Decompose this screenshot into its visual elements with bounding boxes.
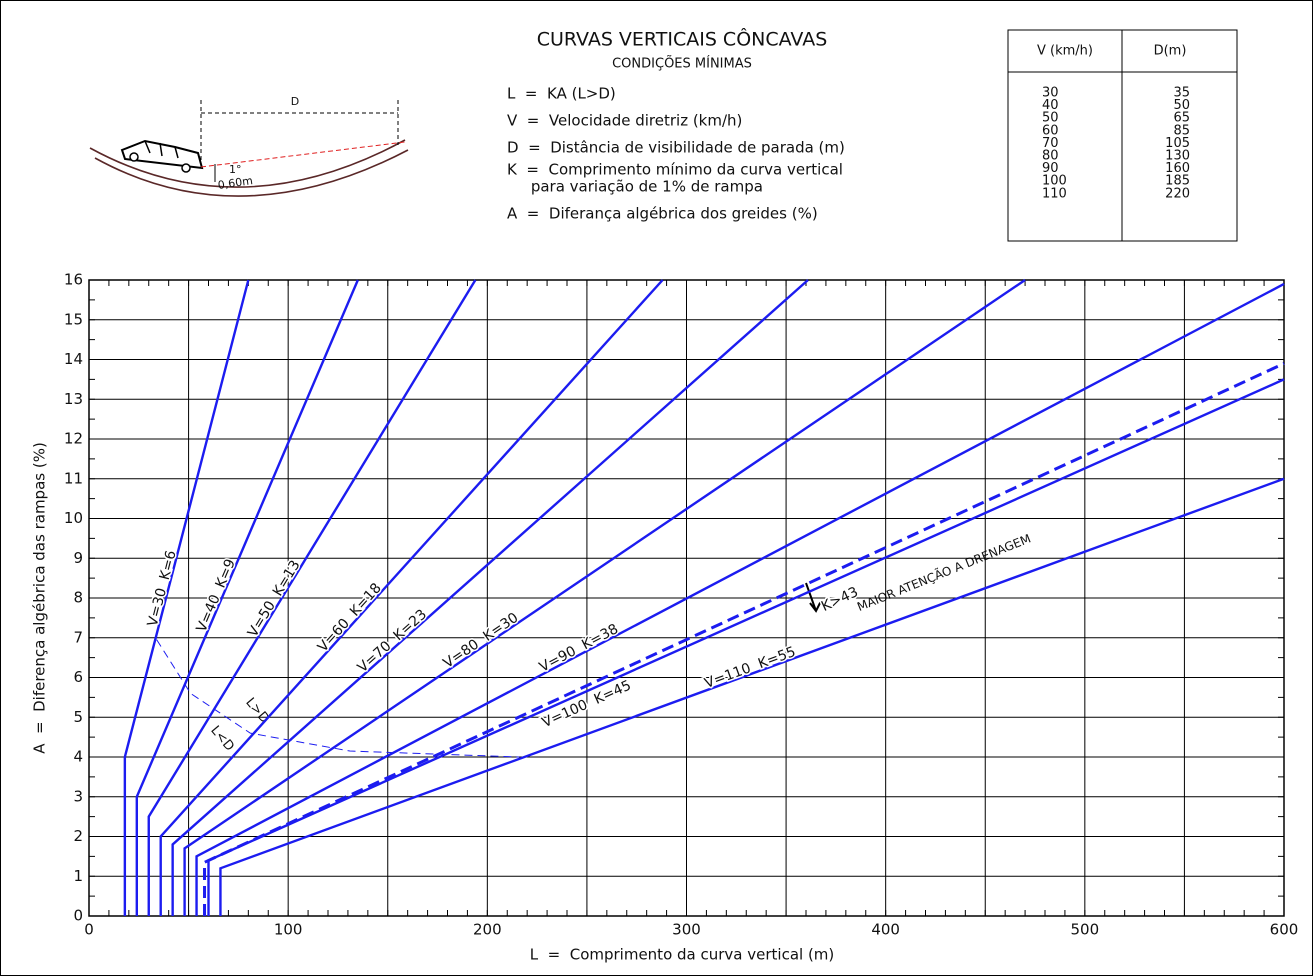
diagram-label: 0,60m [217, 174, 254, 192]
table-cell: 80 [1042, 149, 1059, 164]
y-tick-label: 2 [73, 827, 83, 845]
definition: para variação de 1% de rampa [507, 178, 763, 196]
data-line [207, 378, 1285, 916]
series-label: V=40 K=9 [194, 557, 239, 635]
data-line [183, 279, 1026, 916]
x-axis-label: L = Comprimento da curva vertical (m) [530, 946, 835, 964]
annotation: L<D [207, 723, 237, 754]
annotation: L>D [242, 695, 272, 726]
y-tick-label: 6 [73, 668, 83, 686]
sight-line [200, 141, 406, 168]
annotation: MAIOR ATENÇÃO A DRENAGEM [855, 530, 1033, 614]
arrow [805, 582, 822, 613]
y-tick-label: 12 [64, 430, 83, 448]
definition: K = Comprimento mínimo da curva vertical [507, 161, 843, 179]
data-line [195, 282, 1285, 916]
diagram-label: D [291, 95, 299, 108]
series-label: K>43 [819, 584, 861, 615]
table-cell: 85 [1173, 123, 1190, 138]
plot-area: 0 100 200 300 400 500 600012345678910111213141… [64, 271, 1298, 939]
table-cell: 90 [1042, 161, 1059, 176]
series-label: V=60 K=18 [315, 580, 385, 655]
table-cell: 50 [1173, 98, 1190, 113]
diagram-label: 1° [229, 163, 242, 176]
y-axis-label: A = Diferença algébrica das rampas (%) [31, 442, 49, 754]
y-tick-label: 5 [73, 708, 83, 726]
x-tick-label: 500 [1071, 921, 1100, 939]
road-curve [89, 139, 406, 188]
x-tick-label: 100 [274, 921, 303, 939]
table-cell: 130 [1165, 149, 1190, 164]
y-tick-label: 16 [64, 271, 83, 289]
table-cell: 50 [1042, 111, 1059, 126]
y-tick-label: 9 [73, 549, 83, 567]
x-tick-label: 300 [672, 921, 701, 939]
series-label: V=80 K=30 [441, 610, 522, 672]
y-tick-label: 11 [64, 469, 83, 487]
table-cell: 35 [1173, 86, 1190, 101]
data-line [159, 279, 664, 916]
distance-line [200, 100, 399, 168]
car-wheel [181, 163, 191, 173]
series-label: V=90 K=38 [537, 621, 621, 676]
series-label: V=50 K=13 [245, 558, 304, 640]
x-tick-label: 0 [84, 921, 94, 939]
definition: L = KA (L>D) [507, 85, 616, 103]
chart-title: CURVAS VERTICAIS CÔNCAVAS [537, 27, 828, 51]
x-tick-label: 400 [871, 921, 900, 939]
car-wheel [129, 152, 139, 162]
series-label: V=30 K=6 [145, 549, 180, 628]
table-cell: 70 [1042, 136, 1059, 151]
y-tick-label: 0 [73, 907, 83, 925]
data-line [123, 279, 250, 916]
car-window [144, 140, 179, 159]
series-label: V=70 K=23 [355, 606, 430, 676]
y-tick-label: 7 [73, 628, 83, 646]
y-tick-label: 4 [73, 748, 83, 766]
series-label: V=110 K=55 [702, 644, 797, 692]
table-cell: 60 [1042, 123, 1059, 138]
table-cell: 105 [1165, 136, 1190, 151]
definition: D = Distância de visibilidade de parada … [507, 139, 845, 157]
table-cell: 100 [1042, 174, 1067, 189]
chart-subtitle: CONDIÇÕES MÍNIMAS [612, 56, 752, 72]
y-tick-label: 8 [73, 589, 83, 607]
table-cell: 65 [1173, 111, 1190, 126]
data-line [219, 477, 1285, 916]
table-cell: 40 [1042, 98, 1059, 113]
data-line [135, 279, 359, 916]
table-header: D(m) [1154, 44, 1187, 59]
car-diagram: D 1° 0,60m [89, 95, 409, 197]
plot-border [88, 279, 1285, 917]
definition: V = Velocidade diretriz (km/h) [507, 112, 742, 130]
table-cell: 30 [1042, 86, 1059, 101]
y-tick-label: 10 [64, 509, 83, 527]
x-tick-label: 200 [473, 921, 502, 939]
table-cell: 185 [1165, 174, 1190, 189]
y-tick-label: 13 [64, 390, 83, 408]
data-line [156, 639, 520, 758]
y-tick-label: 14 [64, 350, 83, 368]
y-tick-label: 1 [73, 867, 83, 885]
y-tick-label: 15 [64, 310, 83, 328]
table-cell: 160 [1165, 161, 1190, 176]
table-header: V (km/h) [1037, 44, 1093, 59]
data-line [203, 362, 1285, 916]
y-tick-label: 3 [73, 787, 83, 805]
x-tick-label: 600 [1270, 921, 1299, 939]
data-line [171, 279, 809, 916]
table-cell: 220 [1165, 186, 1190, 201]
table-cell: 110 [1042, 186, 1067, 201]
road-curve [94, 149, 409, 197]
definitions: L = KA (L>D) V = Velocidade diretriz (km… [507, 85, 845, 223]
definition: A = Diferança algébrica dos greides (%) [507, 205, 818, 223]
data-line [147, 279, 477, 916]
